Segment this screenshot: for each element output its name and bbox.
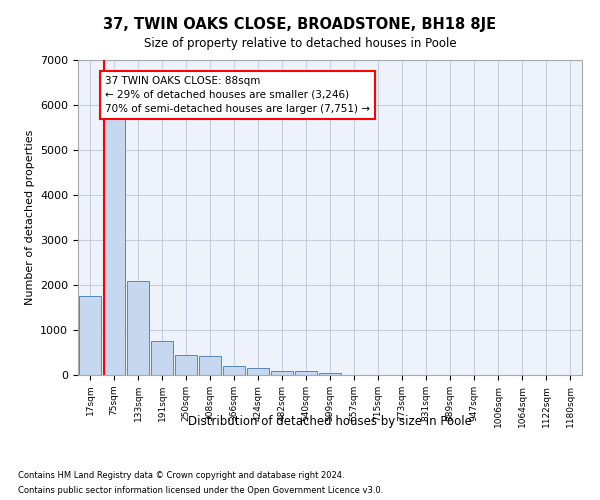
Bar xyxy=(175,355,197,375)
Bar xyxy=(103,82,125,375)
Bar xyxy=(127,280,149,375)
Bar xyxy=(295,372,317,375)
Bar xyxy=(151,341,173,375)
Bar xyxy=(223,366,245,375)
Bar xyxy=(319,373,341,375)
Text: 37 TWIN OAKS CLOSE: 88sqm
← 29% of detached houses are smaller (3,246)
70% of se: 37 TWIN OAKS CLOSE: 88sqm ← 29% of detac… xyxy=(105,76,370,114)
Text: 37, TWIN OAKS CLOSE, BROADSTONE, BH18 8JE: 37, TWIN OAKS CLOSE, BROADSTONE, BH18 8J… xyxy=(103,18,497,32)
Text: Distribution of detached houses by size in Poole: Distribution of detached houses by size … xyxy=(188,415,472,428)
Text: Size of property relative to detached houses in Poole: Size of property relative to detached ho… xyxy=(143,38,457,51)
Text: Contains public sector information licensed under the Open Government Licence v3: Contains public sector information licen… xyxy=(18,486,383,495)
Bar xyxy=(247,368,269,375)
Text: Contains HM Land Registry data © Crown copyright and database right 2024.: Contains HM Land Registry data © Crown c… xyxy=(18,471,344,480)
Y-axis label: Number of detached properties: Number of detached properties xyxy=(25,130,35,305)
Bar xyxy=(271,370,293,375)
Bar xyxy=(199,356,221,375)
Bar xyxy=(79,296,101,375)
